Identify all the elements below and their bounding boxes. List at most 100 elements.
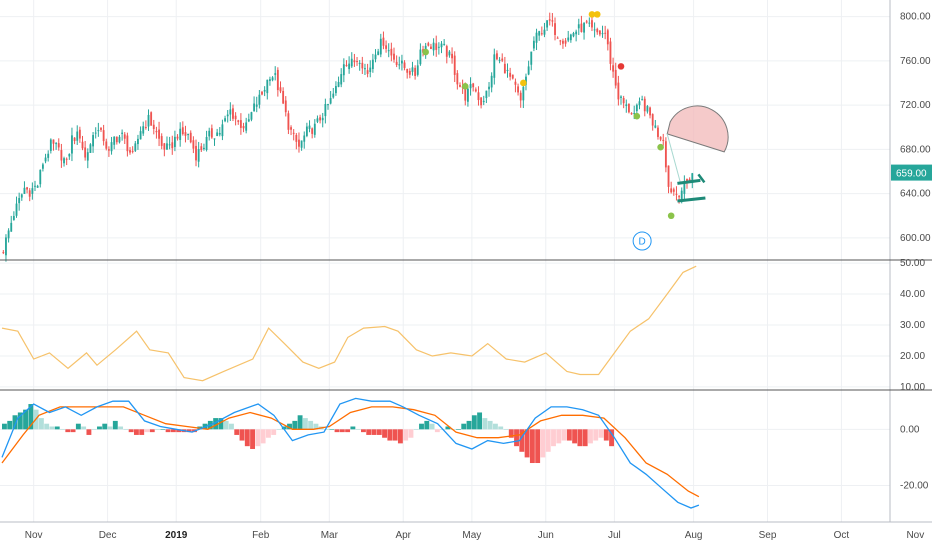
candle <box>15 196 18 218</box>
candle <box>546 20 549 31</box>
time-label: Mar <box>321 530 339 541</box>
candle-body <box>517 86 519 93</box>
candle <box>44 153 47 164</box>
overlay-layer: D <box>632 105 729 251</box>
candle-body <box>73 137 76 142</box>
candle <box>269 76 271 86</box>
dividend-marker-label: D <box>639 237 646 248</box>
candle-body <box>382 37 385 46</box>
candle <box>482 95 485 106</box>
macd-histogram-bar <box>265 429 271 438</box>
macd-histogram-bar <box>350 426 356 430</box>
candle-body <box>369 67 372 73</box>
candle-body <box>253 103 256 112</box>
candle-body <box>216 132 219 136</box>
candle-body <box>400 60 403 64</box>
last-price-badge <box>891 164 932 181</box>
macd-histogram-bar <box>75 423 81 430</box>
signal-marker-buy <box>461 82 469 90</box>
candle-body <box>52 139 55 144</box>
candle-body <box>173 136 176 147</box>
macd-histogram-bar <box>2 423 7 430</box>
macd-histogram-bar <box>44 423 50 430</box>
candle <box>31 182 34 200</box>
candle <box>224 115 226 123</box>
candle-body <box>430 46 432 49</box>
candle-body <box>300 140 303 148</box>
candle <box>403 60 406 71</box>
macd-histogram-bar <box>255 429 261 447</box>
candle-body <box>158 129 160 139</box>
candle <box>316 115 319 124</box>
macd-histogram-bar <box>223 420 229 430</box>
candle-body <box>239 120 242 128</box>
time-label: Sep <box>759 530 777 541</box>
candle-body <box>250 112 253 120</box>
candle <box>337 76 340 88</box>
candle-body <box>184 132 187 136</box>
candle-body <box>646 106 649 112</box>
candle-body <box>237 120 240 122</box>
candle-body <box>667 165 670 187</box>
candle-body <box>197 149 200 162</box>
candle <box>49 138 52 154</box>
candle-body <box>279 87 282 92</box>
candle <box>295 133 298 150</box>
macd-histogram-bar <box>149 429 155 433</box>
candle <box>577 18 580 36</box>
candle-body <box>577 24 580 29</box>
signal-marker-buy <box>633 112 641 120</box>
candle <box>107 146 110 157</box>
candle-body <box>569 34 572 41</box>
macd-histogram-bar <box>572 429 578 444</box>
macd-histogram-bar <box>366 429 372 435</box>
indicator-panel[interactable] <box>1 265 697 382</box>
candle-body <box>551 20 554 22</box>
candle <box>311 127 314 139</box>
candle <box>65 157 68 166</box>
candle-body <box>538 31 541 36</box>
candle <box>57 138 60 151</box>
candle-body <box>474 89 477 92</box>
time-label: Dec <box>99 530 117 541</box>
candle-body <box>94 132 97 134</box>
candle-body <box>10 222 13 232</box>
candle-body <box>107 149 110 151</box>
candle <box>208 127 211 141</box>
candle <box>134 140 137 152</box>
candle <box>139 126 142 140</box>
candle <box>348 56 351 74</box>
macd-histogram-bar <box>535 429 541 464</box>
macd-histogram-bar <box>556 429 562 444</box>
candle-body <box>511 74 514 79</box>
candle <box>282 87 285 105</box>
time-label: 2019 <box>165 530 188 541</box>
macd-histogram-bar <box>133 429 139 435</box>
candle <box>622 95 625 109</box>
candle-body <box>226 114 229 117</box>
candle <box>155 126 158 139</box>
candle <box>332 87 335 99</box>
candle-body <box>580 23 583 32</box>
price-panel[interactable] <box>2 11 694 262</box>
candle-body <box>609 41 612 64</box>
candle-body <box>664 141 667 168</box>
candle <box>284 96 287 117</box>
candle <box>166 136 168 150</box>
macd-histogram-bar <box>392 429 398 441</box>
candle-body <box>408 70 411 75</box>
candle <box>379 33 382 58</box>
macd-histogram-bar <box>514 429 519 447</box>
macd-panel[interactable] <box>1 397 700 509</box>
macd-histogram-bar <box>382 429 387 438</box>
candle-body <box>224 118 226 122</box>
candle-body <box>540 33 543 35</box>
candle-body <box>324 104 327 117</box>
candle-body <box>374 54 377 60</box>
dividend-marker[interactable] <box>632 231 652 251</box>
candle <box>569 33 572 43</box>
candle <box>609 37 612 71</box>
candle <box>411 61 414 76</box>
macd-histogram-bar <box>408 429 414 438</box>
candle-body <box>137 138 139 145</box>
